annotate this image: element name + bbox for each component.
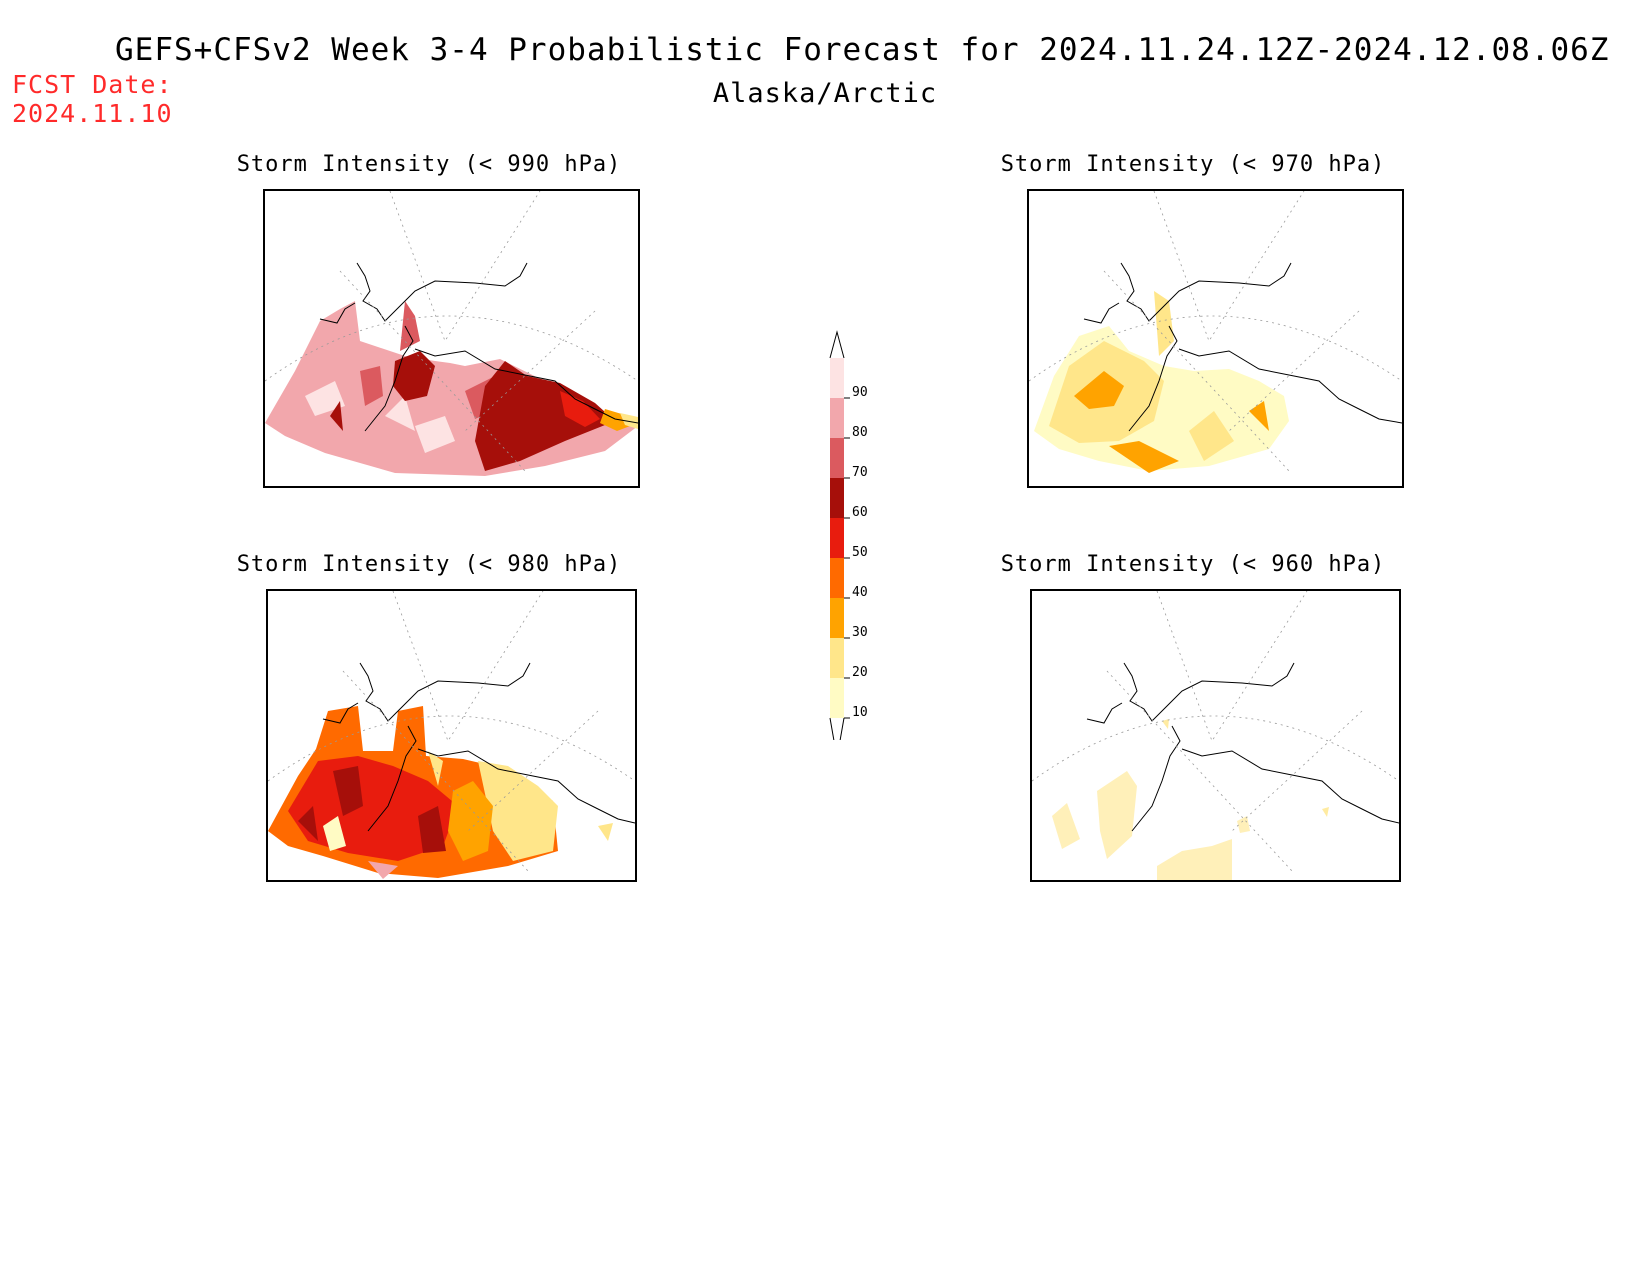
- colorbar-swatch-40: [830, 558, 844, 598]
- chart-subtitle: Alaska/Arctic: [712, 78, 938, 109]
- colorbar-tick-label: 70: [852, 465, 868, 480]
- coastline-980: [322, 662, 635, 832]
- coastline-960: [1086, 662, 1399, 832]
- colorbar-swatch-70: [830, 438, 844, 478]
- colorbar-swatch-10: [830, 678, 844, 718]
- colorbar-swatch-60: [830, 478, 844, 518]
- colorbar-swatch-80: [830, 398, 844, 438]
- panel-title-980: Storm Intensity (< 980 hPa): [236, 552, 622, 577]
- map-980: [268, 591, 635, 879]
- probability-fill-970: [1034, 291, 1289, 473]
- colorbar-bottom-extension: [829, 717, 845, 759]
- probability-fill-960: [1052, 719, 1329, 880]
- colorbar-tick-label: 10: [852, 705, 868, 720]
- coastline-970: [1083, 262, 1402, 432]
- map-panel-970: [1027, 189, 1404, 488]
- probability-fill-990: [265, 301, 638, 476]
- colorbar-tick-label: 20: [852, 665, 868, 680]
- map-970: [1029, 191, 1402, 473]
- coastline-990: [319, 262, 638, 432]
- panel-title-970: Storm Intensity (< 970 hPa): [1000, 152, 1386, 177]
- colorbar-tick-label: 90: [852, 385, 868, 400]
- chart-title: GEFS+CFSv2 Week 3-4 Probabilistic Foreca…: [115, 32, 1610, 68]
- panel-title-990: Storm Intensity (< 990 hPa): [236, 152, 622, 177]
- map-panel-980: [266, 589, 637, 882]
- colorbar-tick-label: 30: [852, 625, 868, 640]
- panel-title-960: Storm Intensity (< 960 hPa): [1000, 552, 1386, 577]
- colorbar-swatch-50: [830, 518, 844, 558]
- colorbar-svg: 90 80 70 60 50 40 30 20 10: [829, 330, 868, 759]
- map-960: [1032, 591, 1399, 880]
- colorbar: 90 80 70 60 50 40 30 20 10: [800, 330, 890, 759]
- colorbar-swatch-30: [830, 598, 844, 638]
- colorbar-tick-label: 40: [852, 585, 868, 600]
- graticule-980: [268, 591, 635, 872]
- forecast-date-value: 2024.11.10: [12, 99, 173, 128]
- forecast-date-block: FCST Date: 2024.11.10: [12, 70, 173, 128]
- colorbar-tick-label: 50: [852, 545, 868, 560]
- colorbar-swatch-20: [830, 638, 844, 678]
- colorbar-tick-label: 80: [852, 425, 868, 440]
- colorbar-tick-label: 60: [852, 505, 868, 520]
- forecast-date-label: FCST Date:: [12, 70, 173, 99]
- colorbar-swatch-90: [830, 358, 844, 398]
- map-panel-990: [263, 189, 640, 488]
- colorbar-top-extension: [829, 330, 845, 359]
- map-panel-960: [1030, 589, 1401, 882]
- probability-fill-980: [268, 706, 613, 879]
- map-990: [265, 191, 638, 476]
- graticule-960: [1032, 591, 1399, 872]
